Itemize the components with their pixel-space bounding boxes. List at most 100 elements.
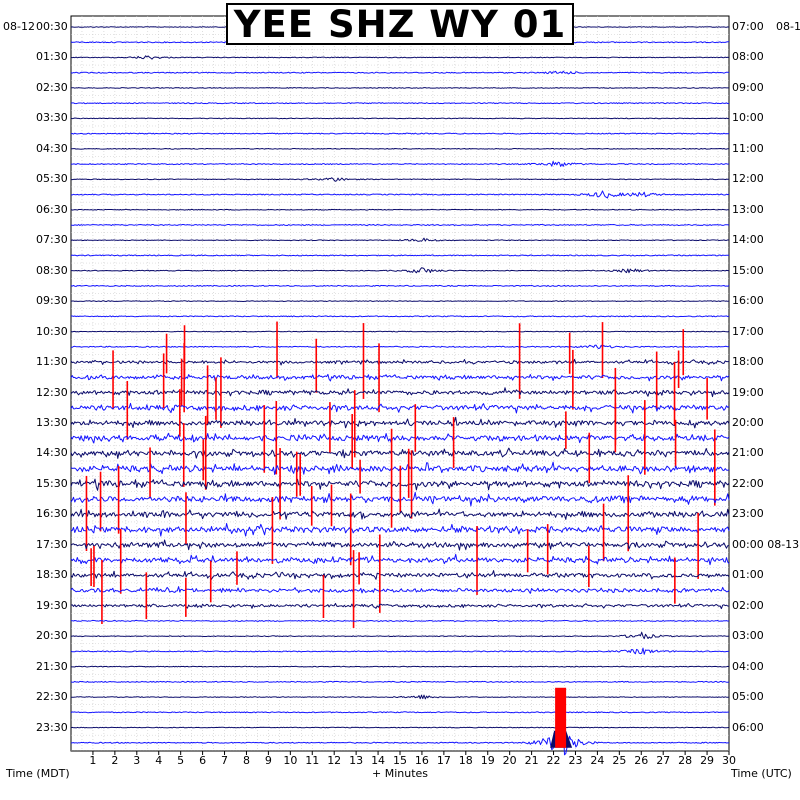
right-tick-label: 15:00 xyxy=(732,263,764,277)
left-axis-label: Time (MDT) xyxy=(6,767,70,780)
trace-row xyxy=(71,267,730,274)
x-tick-label: 3 xyxy=(133,754,141,767)
right-tick-label: 04:00 xyxy=(732,659,764,673)
left-tick-label: 04:30 xyxy=(36,141,68,155)
x-tick-label: 10 xyxy=(283,754,298,767)
right-tick-label: 19:00 xyxy=(732,385,764,399)
right-tick-label: 11:00 xyxy=(732,141,764,155)
clip-block xyxy=(555,687,567,748)
chart-title: YEE SHZ WY 01 xyxy=(226,3,574,46)
trace-row xyxy=(70,55,730,60)
trace-row xyxy=(70,726,730,756)
trace-row xyxy=(70,402,730,414)
left-tick-label: 19:30 xyxy=(36,598,68,612)
x-tick-label: 21 xyxy=(524,754,539,767)
trace-row xyxy=(70,70,730,75)
left-tick-label: 08:30 xyxy=(36,263,68,277)
trace-row xyxy=(70,553,730,566)
x-axis-label: + Minutes xyxy=(372,767,429,780)
trace-row xyxy=(70,508,730,520)
trace-row xyxy=(70,619,730,622)
x-tick-label: 29 xyxy=(700,754,715,767)
left-tick-label: 10:30 xyxy=(36,324,68,338)
trace-row xyxy=(70,208,729,211)
right-tick-label: 02:00 xyxy=(732,598,764,612)
trace-row xyxy=(70,373,730,382)
trace-row xyxy=(70,539,730,551)
trace-row xyxy=(70,284,730,287)
x-tick-label: 2 xyxy=(111,754,119,767)
right-tick-label: 13:00 xyxy=(732,202,764,216)
x-tick-label: 18 xyxy=(458,754,473,767)
x-tick-label: 20 xyxy=(502,754,517,767)
left-tick-label: 13:30 xyxy=(36,415,68,429)
x-tick-label: 30 xyxy=(722,754,736,767)
trace-row xyxy=(70,416,730,429)
trace-row xyxy=(70,631,730,640)
left-tick-label: 16:30 xyxy=(36,507,68,521)
x-tick-label: 28 xyxy=(678,754,693,767)
x-tick-label: 9 xyxy=(264,754,272,767)
right-tick-label: 05:00 xyxy=(732,690,764,704)
trace-row xyxy=(70,254,729,257)
right-axis-label: Time (UTC) xyxy=(731,767,792,780)
trace-row xyxy=(70,432,730,444)
left-tick-label: 00:30 xyxy=(36,20,68,33)
trace-row xyxy=(70,330,730,333)
left-tick-label: 23:30 xyxy=(36,720,68,734)
left-tick-label: 07:30 xyxy=(36,233,68,247)
trace-row xyxy=(70,586,730,594)
right-tick-label: 01:00 xyxy=(732,568,764,582)
left-tick-label: 11:30 xyxy=(36,355,68,369)
trace-row xyxy=(70,602,730,610)
trace-row xyxy=(70,726,730,729)
x-tick-label: 16 xyxy=(414,754,429,767)
trace-row xyxy=(70,148,729,150)
right-tick-label: 08:00 xyxy=(732,50,764,64)
x-tick-label: 7 xyxy=(221,754,229,767)
left-tick-label: 21:30 xyxy=(36,659,68,673)
left-tick-label: 20:30 xyxy=(36,629,68,643)
x-tick-label: 4 xyxy=(155,754,163,767)
trace-row xyxy=(70,680,730,683)
left-tick-label: 15:30 xyxy=(36,476,68,490)
x-tick-label: 12 xyxy=(327,754,342,767)
right-tick-label: 07:00 xyxy=(732,20,764,33)
left-tick-label: 06:30 xyxy=(36,202,68,216)
trace-row xyxy=(70,387,730,398)
x-tick-label: 14 xyxy=(371,754,386,767)
left-tick-label: 05:30 xyxy=(36,172,68,186)
left-tick-label: 18:30 xyxy=(36,568,68,582)
right-tick-label: 16:00 xyxy=(732,294,764,308)
trace-row xyxy=(71,177,729,182)
right-tick-label: 09:00 xyxy=(732,80,764,94)
right-tick-label: 17:00 xyxy=(732,324,764,338)
trace-row xyxy=(70,447,730,459)
right-tick-label: 14:00 xyxy=(732,233,764,247)
left-tick-label: 12:30 xyxy=(36,385,68,399)
x-tick-label: 13 xyxy=(349,754,364,767)
trace-row xyxy=(70,132,730,135)
trace-row xyxy=(70,87,729,89)
x-tick-label: 27 xyxy=(656,754,671,767)
right-tick-label: 18:00 xyxy=(732,355,764,369)
right-tick-label: 06:00 xyxy=(732,720,764,734)
left-tick-label: 22:30 xyxy=(36,690,68,704)
x-tick-label: 26 xyxy=(634,754,649,767)
right-tick-label: 03:00 xyxy=(732,629,764,643)
x-tick-label: 19 xyxy=(480,754,495,767)
right-tick-label: 21:00 xyxy=(732,446,764,460)
grid xyxy=(71,16,729,751)
left-tick-label: 14:30 xyxy=(36,446,68,460)
trace-row xyxy=(70,102,729,105)
left-tick-label: 09:30 xyxy=(36,294,68,308)
left-margin xyxy=(0,0,72,800)
trace-row xyxy=(71,315,730,318)
x-tick-label: 23 xyxy=(568,754,583,767)
x-tick-label: 6 xyxy=(199,754,207,767)
left-tick-label: 17:30 xyxy=(36,537,68,551)
x-tick-label: 11 xyxy=(305,754,320,767)
left-tick-label: 01:30 xyxy=(36,50,68,64)
right-tick-label: 22:00 xyxy=(732,476,764,490)
trace-row xyxy=(70,358,729,366)
